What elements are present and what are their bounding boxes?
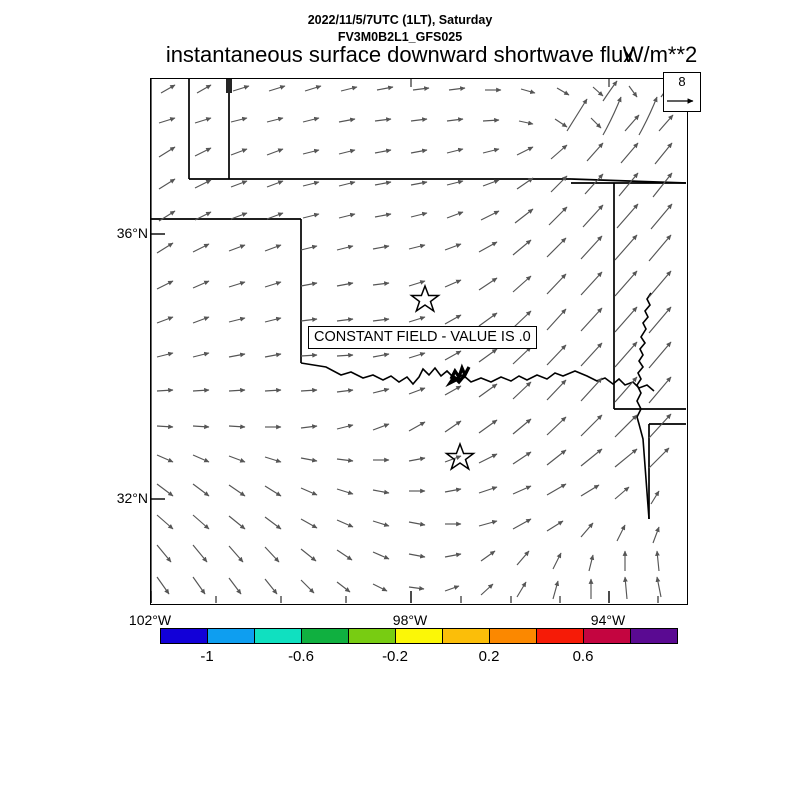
strong-northeast-vectors — [566, 80, 658, 136]
units-label: W/m**2 — [622, 42, 698, 67]
axis-ticks — [151, 79, 659, 603]
red-river-border — [300, 362, 655, 392]
colorbar-segment-7 — [443, 629, 490, 643]
colorbar-tick-1: -1 — [200, 648, 214, 665]
colorbar-segment-3 — [255, 629, 302, 643]
x-axis-tick-98w: 98°W — [392, 612, 428, 628]
page-title: instantaneous surface downward shortwave… — [165, 42, 635, 67]
wind-vector-field — [156, 82, 674, 600]
colorbar-tick-2: -0.6 — [288, 648, 314, 665]
colorbar-segment-6 — [396, 629, 443, 643]
colorbar-segment-2 — [208, 629, 255, 643]
colorbar-segment-10 — [584, 629, 631, 643]
colorbar-tick-4: 0.2 — [478, 648, 500, 665]
x-axis-tick-94w: 94°W — [590, 612, 626, 628]
date-time-header: 2022/11/5/7UTC (1LT), Saturday — [307, 13, 493, 27]
colorbar-segment-8 — [490, 629, 537, 643]
colorbar — [160, 628, 678, 644]
colorbar-segment-11 — [631, 629, 677, 643]
y-axis-tick-36n: 36°N — [116, 225, 148, 241]
model-name-header: FV3M0B2L1_GFS025 — [337, 30, 463, 44]
colorbar-segment-5 — [349, 629, 396, 643]
vector-field-and-map — [151, 79, 686, 603]
station-markers — [409, 283, 476, 471]
texas-east-border — [636, 292, 652, 520]
colorbar-segment-1 — [161, 629, 208, 643]
arrow-right-icon — [667, 98, 694, 104]
x-axis-tick-102w: 102°W — [128, 612, 172, 628]
colorbar-segment-4 — [302, 629, 349, 643]
reference-vector-key: 8 — [663, 72, 701, 112]
y-axis-tick-32n: 32°N — [116, 490, 148, 506]
colorbar-tick-5: 0.6 — [572, 648, 594, 665]
colorbar-segment-9 — [537, 629, 584, 643]
state-boundaries — [151, 79, 686, 603]
colorbar-tick-3: -0.2 — [382, 648, 408, 665]
river-detail-segment — [445, 363, 471, 388]
station-star — [409, 283, 441, 313]
constant-field-annotation: CONSTANT FIELD - VALUE IS .0 — [308, 326, 537, 349]
station-star — [444, 441, 476, 471]
reference-vector-value: 8 — [678, 74, 686, 89]
